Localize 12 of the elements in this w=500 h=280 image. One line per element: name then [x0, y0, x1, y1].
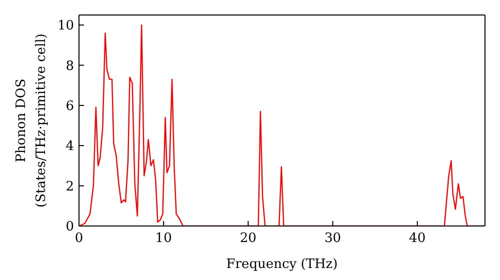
- y-tick-label: 2: [66, 179, 74, 194]
- y-tick-label: 0: [66, 220, 74, 235]
- x-tick-label: 20: [240, 231, 256, 246]
- x-tick-label: 30: [324, 231, 342, 246]
- x-axis-title: Frequency (THz): [226, 257, 338, 272]
- x-tick-label: 10: [155, 231, 172, 246]
- y-axis-title: Phonon DOS (States/THz·primitive cell): [14, 33, 49, 208]
- y-tick-label: 4: [66, 139, 74, 154]
- y-tick-label: 8: [66, 58, 74, 74]
- x-tick-label: 40: [409, 231, 426, 246]
- y-tick-label: 10: [57, 18, 74, 34]
- y-tick-label: 6: [66, 99, 74, 114]
